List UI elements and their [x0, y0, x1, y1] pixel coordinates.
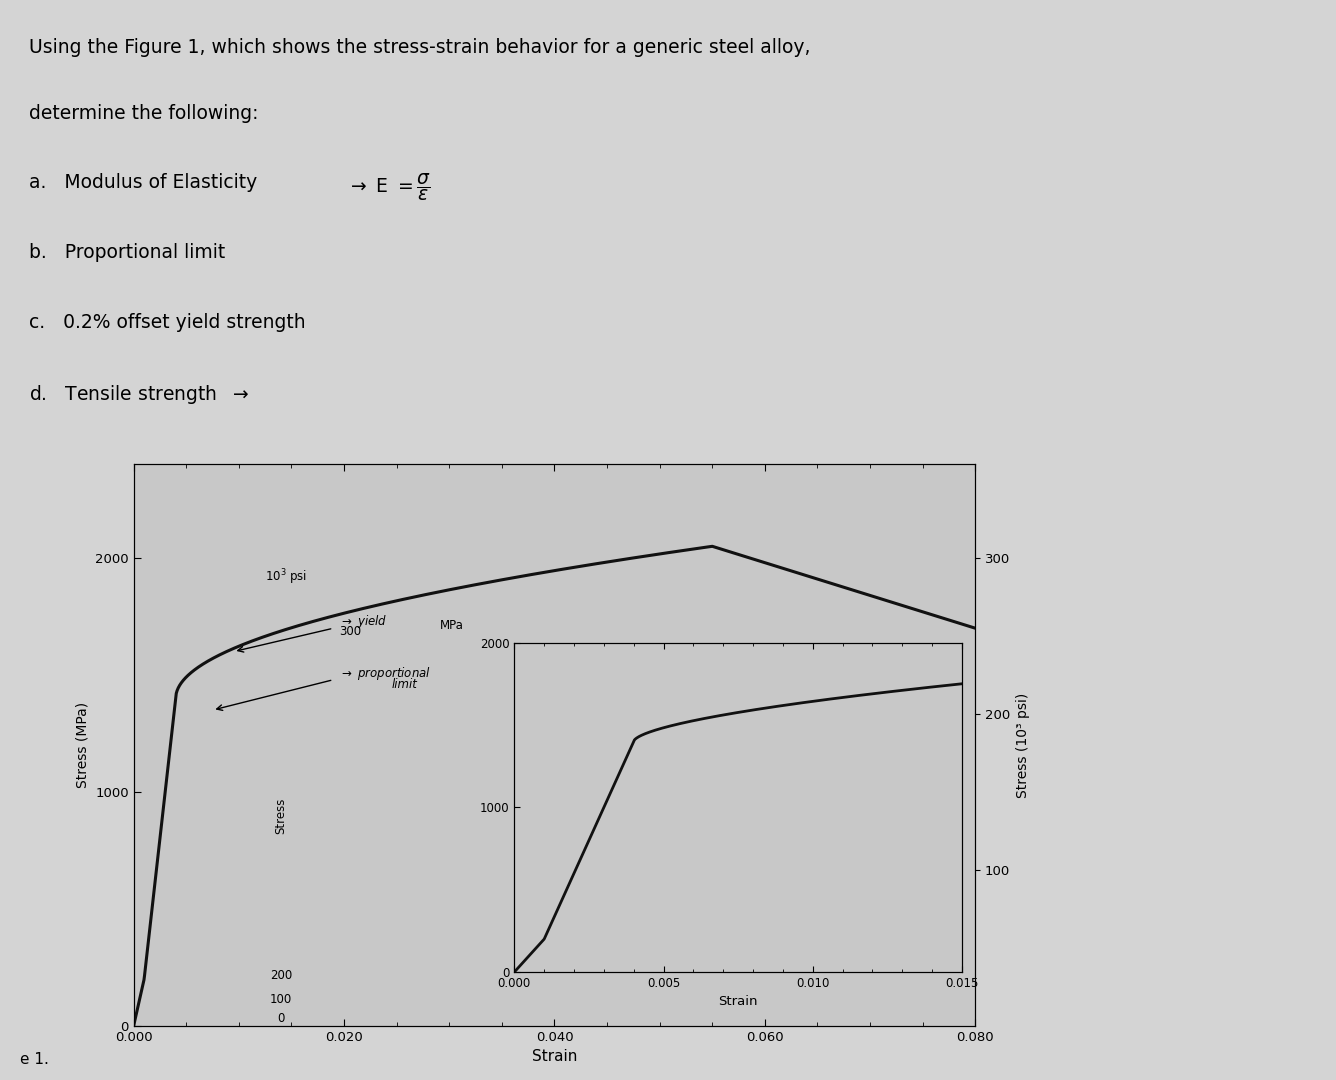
Text: $\rightarrow$ proportional: $\rightarrow$ proportional: [339, 665, 430, 683]
Text: c.   0.2% offset yield strength: c. 0.2% offset yield strength: [29, 313, 306, 332]
Text: Using the Figure 1, which shows the stress-strain behavior for a generic steel a: Using the Figure 1, which shows the stre…: [29, 38, 811, 57]
Text: $\rightarrow$ yield: $\rightarrow$ yield: [339, 612, 387, 630]
Text: b.   Proportional limit: b. Proportional limit: [29, 243, 226, 262]
Text: 100: 100: [270, 993, 293, 1005]
Text: determine the following:: determine the following:: [29, 104, 259, 123]
Text: a.   Modulus of Elasticity: a. Modulus of Elasticity: [29, 174, 258, 192]
Text: Stress: Stress: [274, 797, 287, 834]
Text: e 1.: e 1.: [20, 1052, 49, 1067]
Text: 0: 0: [277, 1012, 285, 1025]
Text: d.   Tensile strength  $\rightarrow$: d. Tensile strength $\rightarrow$: [29, 382, 248, 406]
X-axis label: Strain: Strain: [532, 1050, 577, 1065]
Y-axis label: Stress (10³ psi): Stress (10³ psi): [1015, 692, 1030, 798]
X-axis label: Strain: Strain: [719, 996, 758, 1009]
Text: 10$^3$ psi: 10$^3$ psi: [265, 567, 307, 588]
Text: MPa: MPa: [440, 620, 464, 633]
Text: limit: limit: [391, 678, 417, 691]
Text: 200: 200: [270, 969, 293, 982]
Text: 300: 300: [339, 625, 361, 638]
Text: $\rightarrow$ E $=\dfrac{\sigma}{\varepsilon}$: $\rightarrow$ E $=\dfrac{\sigma}{\vareps…: [347, 172, 432, 203]
Y-axis label: Stress (MPa): Stress (MPa): [76, 702, 90, 788]
